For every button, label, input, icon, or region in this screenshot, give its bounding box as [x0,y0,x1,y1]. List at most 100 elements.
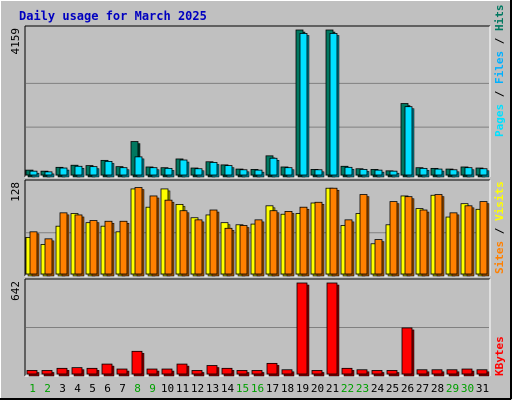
bar-face [176,363,188,375]
bar-face [449,169,458,176]
bar-kbytes-day-30 [461,368,475,377]
legend-separator: / [493,84,506,104]
day-label-27: 27 [416,382,429,395]
day-label-9: 9 [149,382,156,395]
bar-files-day-22 [344,166,355,178]
bar-sites-day-16 [254,219,265,277]
bar-face [254,219,263,275]
bar-kbytes-day-8 [131,350,145,377]
legend-item-visits: Visits [493,181,506,221]
bar-face [446,369,458,375]
bar-face [209,209,218,275]
day-label-25: 25 [386,382,399,395]
legend-text: KBytes [493,336,506,376]
bar-face [116,368,128,375]
bar-kbytes-day-15 [236,370,250,377]
bar-face [131,350,143,375]
bar-face [26,370,38,375]
bar-kbytes-day-1 [26,370,40,377]
bar-face [329,33,338,176]
bar-face [374,169,383,176]
bar-sites-day-19 [299,206,310,277]
bar-sites-day-1 [29,231,40,277]
day-label-28: 28 [431,382,444,395]
bar-face [86,367,98,375]
bar-face [326,282,338,375]
bar-files-day-24 [374,169,385,178]
bar-face [434,168,443,176]
bar-kbytes-day-24 [371,370,385,377]
bar-face [149,195,158,275]
bar-face [161,368,173,375]
bar-files-day-25 [389,170,400,178]
legend-item-sites: Sites [493,241,506,274]
bar-face [269,210,278,275]
bar-face [296,282,308,375]
bar-face [314,201,323,275]
bar-face [464,167,473,176]
bar-kbytes-day-6 [101,363,115,377]
bar-files-day-29 [449,169,460,178]
y-max-label: 4159 [9,28,22,55]
bar-face [266,362,278,375]
plot-area [25,26,490,177]
bar-sites-day-29 [449,212,460,277]
bar-kbytes-day-13 [206,365,220,377]
bar-face [191,370,203,375]
bar-face [59,167,68,176]
bar-files-day-3 [59,167,70,178]
bar-kbytes-day-12 [191,370,205,377]
bar-face [134,187,143,275]
day-axis: 1 2 3 4 5 6 7 8 9 10 11 12 13 14 15 16 17 18 19 20 21 22 23 24 2… [29,382,489,395]
bar-sites-day-7 [119,220,130,277]
bar-face [251,370,263,375]
panel-2: 128 [9,179,491,277]
bar-files-day-12 [194,168,205,178]
bar-sites-day-22 [344,219,355,277]
bar-face [389,201,398,275]
day-label-2: 2 [44,382,51,395]
day-label-4: 4 [74,382,81,395]
legend-text: Pages / Files / Hits [493,5,506,138]
bar-kbytes-day-10 [161,368,175,377]
bar-sites-day-12 [194,219,205,277]
bar-kbytes-day-9 [146,368,160,377]
bar-face [311,370,323,375]
bar-face [419,167,428,176]
bar-files-day-8 [134,156,145,178]
bar-files-day-11 [179,159,190,178]
legend-item-hits: Hits [493,5,506,32]
bar-files-day-26 [404,106,415,178]
bar-face [284,211,293,275]
bar-files-day-16 [254,169,265,178]
legend-text: Sites / Visits [493,181,506,274]
bar-kbytes-day-19 [296,282,310,377]
bar-files-day-20 [314,169,325,178]
bar-kbytes-day-27 [416,369,430,377]
y-max-label: 642 [9,281,22,301]
bar-sites-day-27 [419,209,430,277]
bar-sites-day-13 [209,209,220,277]
bar-face [236,370,248,375]
bar-files-day-9 [149,167,160,178]
bar-kbytes-day-23 [356,369,370,377]
day-label-15: 15 [236,382,249,395]
bar-face [449,212,458,275]
day-label-8: 8 [134,382,141,395]
day-label-17: 17 [266,382,279,395]
bar-face [221,367,233,375]
bar-kbytes-day-20 [311,370,325,377]
bar-face [299,33,308,176]
bar-face [119,220,128,275]
bar-face [179,210,188,275]
panel-3: 642 [9,278,491,377]
bar-face [341,367,353,375]
bar-sites-day-6 [104,220,115,277]
bar-files-day-17 [269,157,280,178]
day-label-13: 13 [206,382,219,395]
bar-face [239,169,248,176]
bar-sites-day-24 [374,239,385,277]
bar-sites-day-2 [44,238,55,277]
bar-face [359,194,368,275]
